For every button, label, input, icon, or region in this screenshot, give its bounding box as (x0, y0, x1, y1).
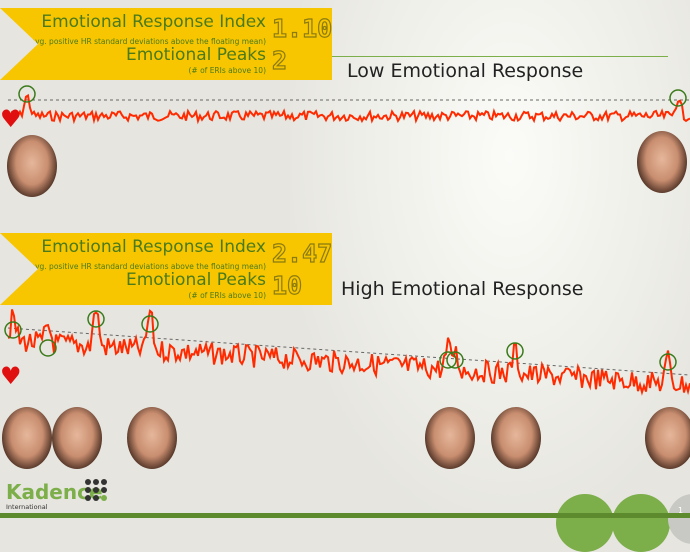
participant-face (645, 407, 690, 469)
threshold-line (7, 327, 690, 376)
divider (332, 56, 668, 57)
participant-face (7, 135, 57, 197)
participant-face (52, 407, 102, 469)
eri-title: Emotional Response Index (41, 237, 266, 257)
eri-value: 1.10 (271, 13, 333, 43)
high-response-label: High Emotional Response (341, 278, 584, 300)
decorative-circle (556, 494, 614, 552)
signal-line (7, 309, 690, 396)
eri-subtitle: (avg. positive HR standard deviations ab… (27, 262, 266, 271)
peak-marker (506, 342, 524, 360)
participant-face (425, 407, 475, 469)
high-heart-rate-signal (4, 309, 690, 396)
peaks-title: Emotional Peaks (125, 45, 266, 65)
peaks-value: 2 (271, 45, 288, 75)
peak-marker (87, 310, 105, 328)
peak-marker (4, 321, 22, 339)
logo-subtitle: International (6, 503, 48, 511)
high-eri-banner: Emotional Response Index (avg. positive … (0, 233, 332, 305)
footer-bar (0, 513, 690, 518)
participant-face (127, 407, 177, 469)
low-heart-rate-signal (7, 85, 690, 125)
logo-dots-icon (85, 479, 107, 501)
eri-value: 2.47 (271, 238, 333, 268)
peak-marker (446, 351, 464, 369)
signal-line (7, 93, 690, 125)
peak-marker (18, 85, 36, 103)
eri-subtitle: (avg. positive HR standard deviations ab… (27, 37, 266, 46)
participant-face (491, 407, 541, 469)
peaks-title: Emotional Peaks (125, 270, 266, 290)
low-eri-banner: Emotional Response Index (avg. positive … (0, 8, 332, 80)
peaks-value: 10 (271, 270, 303, 300)
peak-marker (141, 315, 159, 333)
decorative-circle (612, 494, 670, 552)
low-response-label: Low Emotional Response (347, 60, 584, 82)
peaks-subtitle: (# of ERIs above 10) (188, 291, 266, 300)
eri-title: Emotional Response Index (41, 12, 266, 32)
participant-face (637, 131, 687, 193)
peak-marker (439, 351, 457, 369)
peak-marker (39, 339, 57, 357)
peak-marker (669, 89, 687, 107)
skull-xray-background (290, 0, 690, 518)
participant-face (2, 407, 52, 469)
heart-icon: ♥ (0, 105, 22, 133)
heart-icon: ♥ (0, 362, 22, 390)
peak-marker (659, 353, 677, 371)
peaks-subtitle: (# of ERIs above 10) (188, 66, 266, 75)
